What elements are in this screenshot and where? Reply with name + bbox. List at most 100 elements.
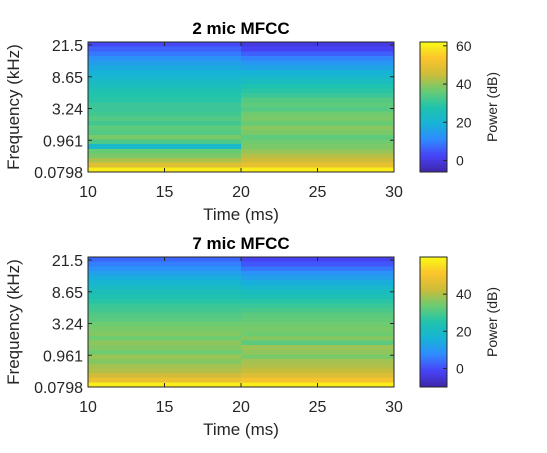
colorbar: 0 20 40 Power (dB) xyxy=(419,256,500,388)
colorbar-swatch xyxy=(420,364,447,368)
heatmap-cell xyxy=(241,60,395,66)
colorbar-tick-label: 40 xyxy=(456,76,472,92)
x-tick-label: 10 xyxy=(79,399,97,416)
colorbar-swatch xyxy=(420,307,447,311)
colorbar-swatch xyxy=(420,368,447,372)
heatmap-cell xyxy=(88,322,242,328)
colorbar-swatch xyxy=(420,68,447,72)
chart-title: 7 mic MFCC xyxy=(192,234,289,253)
heatmap-cell xyxy=(241,317,395,323)
heatmap-cell xyxy=(88,116,242,122)
heatmap-cell xyxy=(241,134,395,141)
colorbar-swatch xyxy=(420,141,447,145)
colorbar-swatch xyxy=(420,54,447,57)
colorbar-swatch xyxy=(420,46,447,49)
heatmap-cell xyxy=(88,345,242,351)
colorbar-swatch xyxy=(420,372,447,376)
heatmap-cell xyxy=(241,144,395,150)
x-tick-label: 30 xyxy=(385,184,403,201)
colorbar-label: Power (dB) xyxy=(484,287,500,357)
heatmap-cell xyxy=(241,46,395,52)
colorbar-swatch xyxy=(420,319,447,323)
heatmap-cell xyxy=(241,312,395,318)
heatmap-cell xyxy=(88,88,242,94)
colorbar-swatch xyxy=(420,269,447,272)
colorbar-swatch xyxy=(420,336,447,339)
colorbar-swatch xyxy=(420,362,447,366)
colorbar-swatch xyxy=(420,366,447,370)
y-tick-label: 0.961 xyxy=(43,348,83,365)
colorbar-swatch xyxy=(420,273,447,276)
colorbar-swatch xyxy=(420,380,447,384)
colorbar-swatch xyxy=(420,48,447,51)
heatmap-cell xyxy=(241,125,395,131)
heatmap-cell xyxy=(241,354,395,360)
colorbar-swatch xyxy=(420,297,447,301)
colorbar-swatch xyxy=(420,84,447,88)
colorbar-swatch xyxy=(420,257,447,260)
x-axis-label: Time (ms) xyxy=(203,420,279,439)
heatmap-cell xyxy=(88,134,242,141)
colorbar-tick-label: 20 xyxy=(456,323,472,339)
x-tick-label: 15 xyxy=(156,399,174,416)
heatmap-cell xyxy=(88,83,242,90)
heatmap-cell xyxy=(88,368,242,374)
heatmap-cell xyxy=(88,65,242,71)
x-tick-label: 15 xyxy=(156,184,174,201)
heatmap-cell xyxy=(241,102,395,108)
colorbar-swatch xyxy=(420,143,447,147)
colorbar-swatch xyxy=(420,303,447,307)
heatmap-cell xyxy=(241,359,395,365)
colorbar-label: Power (dB) xyxy=(484,72,500,142)
y-tick-label: 21.5 xyxy=(52,253,83,270)
colorbar-swatch xyxy=(420,88,447,92)
heatmap-cell xyxy=(241,368,395,374)
y-axis-label: Frequency (kHz) xyxy=(4,259,23,385)
heatmap-cell xyxy=(241,83,395,90)
colorbar-swatch xyxy=(420,62,447,65)
colorbar-swatch xyxy=(420,356,447,360)
colorbar-swatch xyxy=(420,137,447,141)
colorbar-swatch xyxy=(420,322,447,325)
heatmap-cell xyxy=(241,294,395,300)
colorbar-swatch xyxy=(420,279,447,282)
heatmap-cell xyxy=(88,148,242,155)
colorbar-swatch xyxy=(420,94,447,98)
heatmap-cell xyxy=(241,331,395,337)
colorbar-swatch xyxy=(420,169,447,173)
colorbar-frame xyxy=(419,256,448,388)
heatmap-cell xyxy=(88,158,242,164)
colorbar-swatch xyxy=(420,159,447,163)
colorbar-swatch xyxy=(420,121,447,124)
colorbar-swatch xyxy=(420,348,447,352)
heatmap-cells xyxy=(88,257,395,388)
colorbar: 0 20 40 60 Power (dB) xyxy=(419,38,500,173)
colorbar-tick-label: 60 xyxy=(456,38,472,54)
colorbar-swatch xyxy=(420,102,447,106)
heatmap-cell xyxy=(241,153,395,159)
colorbar-swatch xyxy=(420,151,447,155)
heatmap-cell xyxy=(241,139,395,145)
colorbar-swatch xyxy=(420,167,447,171)
colorbar-swatch xyxy=(420,113,447,116)
heatmap-cell xyxy=(88,354,242,360)
heatmap-cell xyxy=(88,284,242,291)
heatmap-cell xyxy=(241,97,395,103)
heatmap-cell xyxy=(88,144,242,150)
colorbar-swatch xyxy=(420,334,447,337)
colorbar-swatch xyxy=(420,299,447,303)
colorbar-swatch xyxy=(420,261,447,264)
heatmap-cell xyxy=(241,298,395,305)
colorbar-swatch xyxy=(420,100,447,104)
heatmap-cell xyxy=(241,303,395,309)
colorbar-swatch xyxy=(420,378,447,382)
heatmap-cell xyxy=(241,162,395,168)
heatmap-cell xyxy=(241,335,395,342)
heatmap-cell xyxy=(241,349,395,356)
colorbar-swatch xyxy=(420,157,447,161)
colorbar-swatch xyxy=(420,309,447,313)
heatmap-cell xyxy=(88,79,242,85)
heatmap-cell xyxy=(241,93,395,99)
colorbar-swatch xyxy=(420,305,447,309)
y-axis-label: Frequency (kHz) xyxy=(4,44,23,170)
